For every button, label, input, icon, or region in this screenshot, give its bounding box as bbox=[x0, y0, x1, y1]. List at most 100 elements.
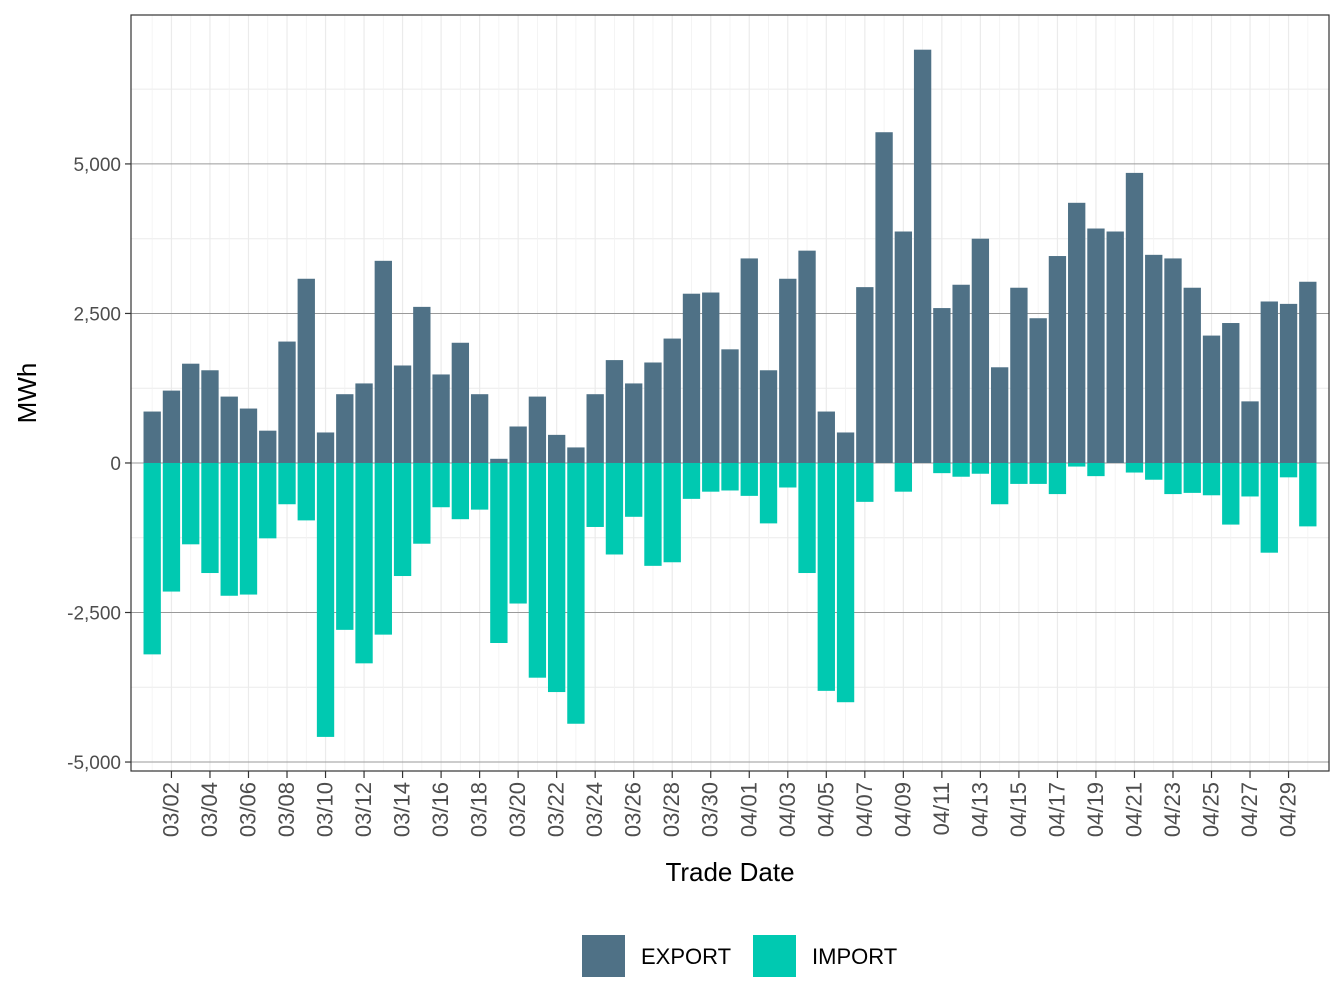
import-bar bbox=[413, 462, 431, 544]
import-bar bbox=[1068, 462, 1086, 467]
export-bar bbox=[374, 260, 392, 463]
export-bar bbox=[1241, 401, 1259, 463]
import-bar bbox=[644, 462, 662, 566]
import-bar bbox=[509, 462, 527, 604]
import-bar bbox=[297, 462, 315, 521]
export-bar bbox=[1183, 287, 1201, 463]
export-bar bbox=[393, 365, 412, 463]
import-bar bbox=[586, 462, 604, 527]
y-axis-title: MWh bbox=[12, 363, 42, 424]
export-bar bbox=[875, 132, 893, 463]
import-bar bbox=[336, 462, 354, 630]
export-bar bbox=[1068, 202, 1086, 463]
x-tick-label: 03/02 bbox=[158, 782, 183, 837]
x-tick-label: 04/05 bbox=[813, 782, 838, 837]
y-tick-label: -5,000 bbox=[67, 753, 121, 774]
export-bar bbox=[952, 284, 970, 463]
export-bar bbox=[470, 394, 489, 463]
import-bar bbox=[798, 462, 816, 574]
x-tick-label: 03/28 bbox=[659, 782, 684, 837]
export-bar bbox=[625, 383, 643, 463]
x-tick-label: 04/27 bbox=[1237, 782, 1262, 837]
import-bar bbox=[1029, 462, 1047, 484]
export-bar bbox=[759, 370, 778, 463]
export-bar bbox=[1202, 335, 1221, 463]
export-bar bbox=[220, 396, 238, 463]
import-bar bbox=[451, 462, 470, 520]
export-bar bbox=[182, 363, 200, 463]
export-bar bbox=[894, 231, 913, 463]
export-bar bbox=[201, 370, 219, 463]
import-legend-key bbox=[753, 935, 796, 977]
export-bar bbox=[605, 360, 624, 463]
x-tick-label: 04/17 bbox=[1044, 782, 1069, 837]
import-bar bbox=[1183, 462, 1201, 493]
x-tick-label: 04/29 bbox=[1276, 782, 1301, 837]
import-bar bbox=[856, 462, 874, 502]
x-tick-label: 03/06 bbox=[235, 782, 260, 837]
export-bar bbox=[798, 250, 816, 463]
import-bar bbox=[567, 462, 585, 724]
export-bar bbox=[162, 390, 181, 463]
export-bar bbox=[336, 394, 354, 463]
import-bar bbox=[1260, 462, 1278, 553]
export-bar bbox=[567, 447, 585, 463]
import-bar bbox=[894, 462, 913, 492]
x-tick-label: 04/01 bbox=[736, 782, 761, 837]
export-bar bbox=[990, 367, 1009, 463]
import-bar bbox=[1279, 462, 1298, 478]
import-bar bbox=[971, 462, 990, 474]
import-bar bbox=[817, 462, 835, 691]
export-bar bbox=[316, 432, 335, 463]
export-legend-key bbox=[582, 935, 625, 977]
x-tick-label: 04/11 bbox=[929, 782, 954, 835]
x-tick-label: 03/04 bbox=[197, 782, 222, 837]
import-bar bbox=[220, 462, 238, 596]
x-tick-label: 03/26 bbox=[621, 782, 646, 837]
import-bar bbox=[1010, 462, 1028, 484]
export-bar bbox=[528, 396, 547, 463]
import-bar bbox=[239, 462, 258, 595]
x-tick-label: 03/08 bbox=[274, 782, 299, 837]
import-bar bbox=[605, 462, 624, 555]
import-bar bbox=[528, 462, 547, 678]
import-bar bbox=[663, 462, 681, 563]
x-tick-label: 04/19 bbox=[1083, 782, 1108, 837]
legend: EXPORT IMPORT bbox=[582, 935, 897, 977]
import-bar bbox=[1048, 462, 1067, 495]
export-bar bbox=[1125, 172, 1144, 463]
import-bar bbox=[1222, 462, 1240, 525]
x-tick-label: 03/18 bbox=[467, 782, 492, 837]
import-bar bbox=[625, 462, 643, 517]
export-bar bbox=[817, 411, 835, 463]
y-tick-label: 5,000 bbox=[73, 155, 121, 176]
export-bar bbox=[509, 426, 527, 463]
export-bar bbox=[1010, 287, 1028, 463]
x-tick-label: 04/09 bbox=[890, 782, 915, 837]
import-bar bbox=[1087, 462, 1105, 477]
import-bar bbox=[952, 462, 970, 477]
import-bar bbox=[933, 462, 951, 474]
import-bar bbox=[1164, 462, 1182, 495]
import-bar bbox=[990, 462, 1009, 505]
import-bar bbox=[702, 462, 720, 492]
export-bar bbox=[490, 458, 508, 463]
export-bar bbox=[971, 238, 990, 463]
export-bar bbox=[721, 349, 739, 463]
export-bar bbox=[1279, 303, 1298, 463]
import-bar bbox=[682, 462, 701, 499]
export-bar bbox=[547, 434, 566, 463]
x-tick-label: 03/14 bbox=[390, 782, 415, 837]
export-bar bbox=[297, 278, 315, 463]
import-bar bbox=[432, 462, 450, 508]
export-bar bbox=[663, 338, 681, 463]
import-bar bbox=[374, 462, 392, 635]
import-bar bbox=[1202, 462, 1221, 496]
x-axis: 03/02 03/04 03/06 03/08 03/10 03/12 03/14 03/16… bbox=[158, 771, 1301, 837]
x-tick-label: 03/12 bbox=[351, 782, 376, 837]
export-bar bbox=[1048, 256, 1067, 463]
export-bar bbox=[1222, 323, 1240, 463]
import-bar bbox=[1145, 462, 1163, 480]
x-axis-title: Trade Date bbox=[665, 857, 794, 887]
import-bar bbox=[182, 462, 200, 545]
